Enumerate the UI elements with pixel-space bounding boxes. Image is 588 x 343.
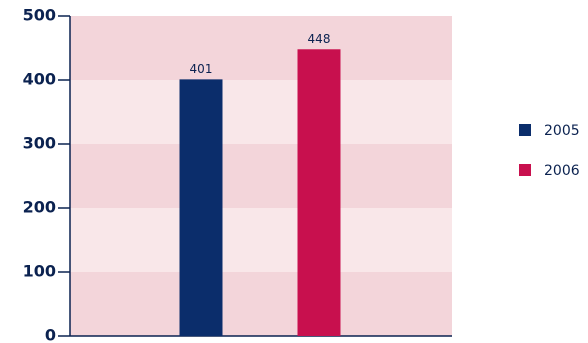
band [70, 80, 452, 144]
legend-label: 2006 [544, 163, 580, 179]
legend-swatch [519, 164, 531, 176]
value-label: 401 [190, 62, 213, 76]
value-label: 448 [308, 32, 331, 46]
y-tick-label: 300 [23, 134, 56, 153]
y-tick-label: 500 [23, 6, 56, 25]
legend-swatch [519, 124, 531, 136]
band [70, 16, 452, 80]
bar [179, 79, 223, 337]
band [70, 144, 452, 208]
legend-label: 2005 [544, 123, 580, 139]
y-tick-label: 200 [23, 198, 56, 217]
y-tick-label: 400 [23, 70, 56, 89]
band [70, 272, 452, 336]
y-tick-label: 0 [45, 326, 56, 343]
band [70, 208, 452, 272]
bar [297, 49, 341, 336]
y-tick-label: 100 [23, 262, 56, 281]
